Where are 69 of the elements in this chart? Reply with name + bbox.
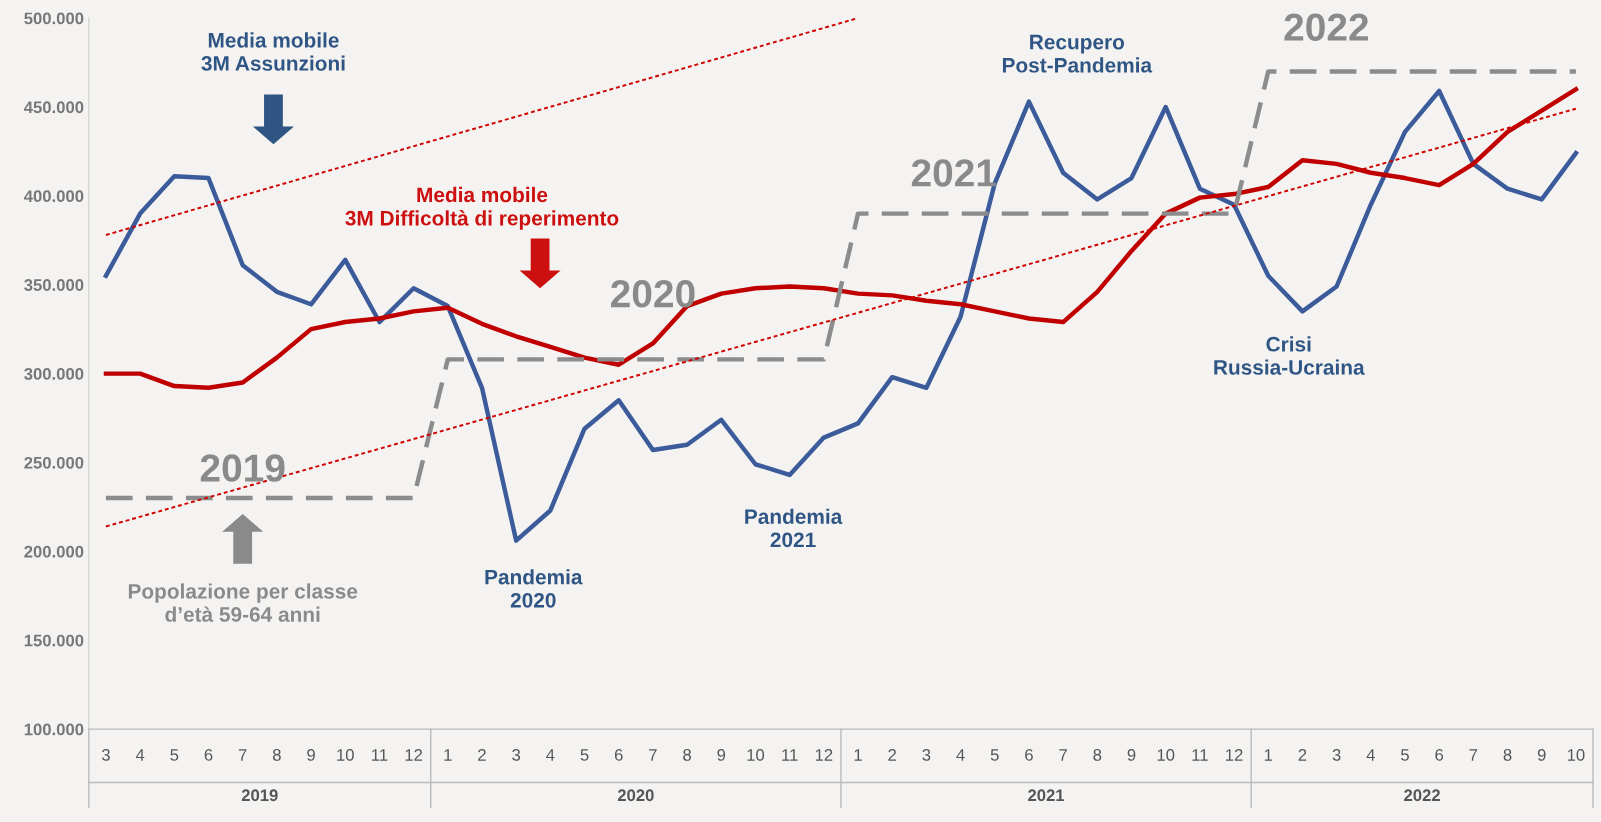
x-tick-label: 10 [1157, 749, 1175, 761]
annotation: Pandemia 2021 [745, 508, 843, 548]
x-tick-label: 9 [717, 749, 726, 761]
annotation: 2019 [200, 454, 285, 482]
x-tick-label: 6 [1025, 749, 1033, 761]
text: 2022 [1404, 789, 1440, 802]
x-tick-label: 6 [1435, 749, 1444, 761]
x-tick-label: 10 [337, 749, 354, 761]
x-tick-label: 5 [990, 749, 999, 761]
y-tick-label: 100.000 [24, 723, 84, 736]
x-tick-label: 4 [135, 749, 145, 761]
x-tick-label: 4 [956, 749, 965, 761]
x-tick-label: 11 [1192, 749, 1208, 761]
x-tick-label: 5 [1401, 749, 1409, 761]
x-tick-label: 2 [888, 749, 896, 761]
annotation: Crisi Russia-Ucraina [1214, 336, 1365, 375]
x-tick-label: 7 [1469, 749, 1478, 761]
x-tick-label: 9 [307, 749, 315, 761]
x-tick-label: 1 [444, 749, 452, 761]
annotation: Recupero Post-Pandemia [1002, 34, 1153, 73]
y-tick-label: 200.000 [24, 545, 84, 558]
x-tick-label: 1 [1264, 749, 1273, 761]
annotation: Pandemia 2020 [485, 569, 583, 608]
x-tick-label: 5 [170, 749, 179, 761]
y-tick-label: 250.000 [24, 456, 84, 469]
annotation: 2021 [911, 159, 996, 187]
x-tick-label: 2 [1298, 749, 1307, 761]
annotation: Media mobile 3M Difficoltà di reperimento [345, 186, 619, 230]
x-tick-label: 4 [546, 749, 555, 761]
x-tick-label: 12 [405, 749, 423, 761]
x-tick-label: 10 [747, 749, 765, 761]
annotation: Media mobile 3M Assunzioni [201, 32, 345, 71]
line-series [103, 86, 1579, 391]
x-tick-label: 6 [614, 749, 623, 761]
x-tick-label: 1 [854, 749, 862, 761]
x-tick-label: 6 [204, 749, 213, 761]
x-tick-label: 8 [272, 749, 281, 761]
x-tick-label: 12 [1226, 749, 1243, 761]
x-tick-label: 12 [815, 749, 833, 761]
x-tick-label: 8 [1093, 749, 1102, 761]
x-tick-label: 7 [238, 749, 247, 761]
annotation: 2022 [1284, 13, 1369, 41]
y-tick-label: 450.000 [24, 101, 84, 114]
x-tick-label: 3 [101, 749, 110, 761]
x-tick-label: 7 [1059, 749, 1067, 761]
x-tick-label: 3 [1332, 749, 1341, 761]
x-tick-label: 10 [1567, 749, 1585, 761]
y-tick-label: 300.000 [24, 368, 84, 380]
text: 2021 [1028, 789, 1065, 802]
y-tick-label: 350.000 [24, 279, 84, 291]
x-tick-label: 9 [1537, 749, 1546, 761]
x-tick-label: 2 [478, 749, 486, 761]
annotation: 2020 [611, 280, 695, 308]
x-tick-label: 5 [580, 749, 589, 761]
x-tick-label: 8 [683, 749, 691, 761]
x-tick-label: 9 [1127, 749, 1136, 761]
y-tick-label: 400.000 [24, 190, 84, 203]
y-tick-label: 150.000 [24, 634, 84, 647]
x-tick-label: 11 [782, 749, 798, 761]
y-tick-label: 500.000 [24, 12, 84, 25]
x-tick-label: 3 [922, 749, 931, 761]
x-tick-label: 8 [1503, 749, 1512, 761]
text: 2019 [241, 789, 278, 802]
x-tick-label: 7 [649, 749, 657, 761]
text: 2020 [617, 789, 654, 802]
x-tick-label: 4 [1366, 749, 1375, 761]
x-tick-label: 11 [372, 749, 388, 761]
annotation: Popolazione per classe d’età 59-64 anni [128, 583, 358, 622]
x-tick-label: 3 [512, 749, 521, 761]
